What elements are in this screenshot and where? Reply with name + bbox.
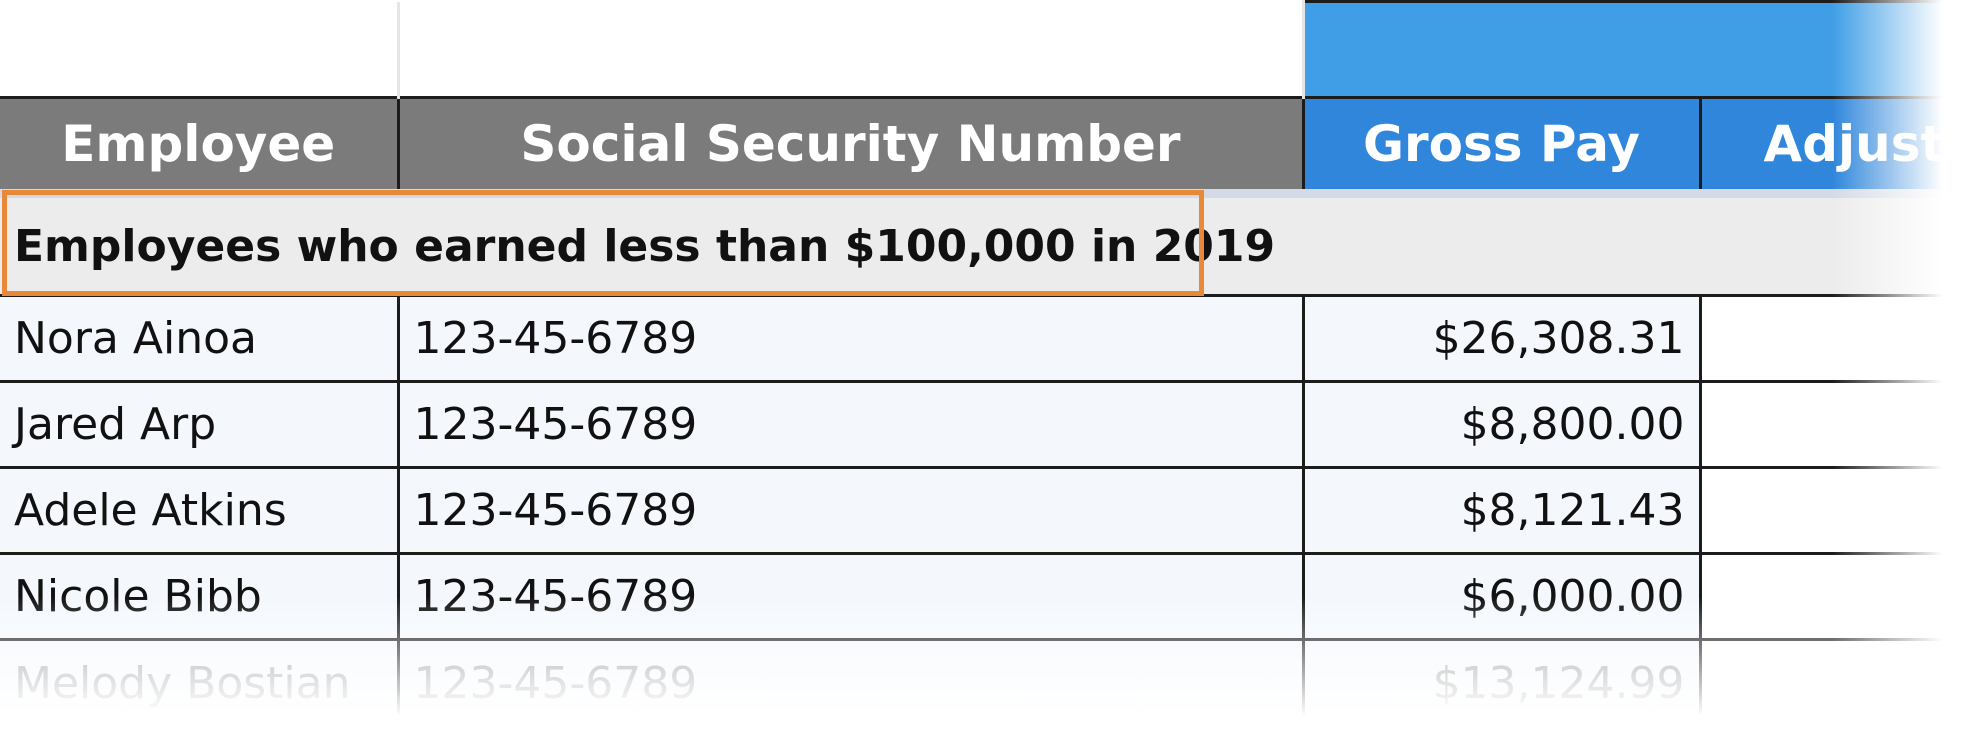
top-band-row bbox=[0, 0, 1962, 98]
employee-name-cell[interactable]: Adele Atkins bbox=[0, 467, 400, 555]
employee-name-cell[interactable]: Melody Bostian bbox=[0, 639, 400, 726]
adjusted-cell[interactable] bbox=[1700, 639, 1962, 726]
table-row: Jared Arp 123-45-6789 $8,800.00 bbox=[0, 381, 1962, 469]
ssn-cell[interactable]: 123-45-6789 bbox=[398, 295, 1305, 383]
adjusted-cell[interactable] bbox=[1700, 553, 1962, 641]
gross-pay-cell[interactable]: $26,308.31 bbox=[1303, 295, 1702, 383]
empty-cell[interactable] bbox=[398, 1, 1305, 98]
employee-name-cell[interactable]: Jared Arp bbox=[0, 381, 400, 469]
adjusted-cell[interactable] bbox=[1700, 467, 1962, 555]
employee-name-cell[interactable]: Nicole Bibb bbox=[0, 553, 400, 641]
ssn-cell[interactable]: 123-45-6789 bbox=[398, 381, 1305, 469]
header-gross-pay[interactable]: Gross Pay bbox=[1303, 96, 1702, 195]
payroll-table: Employee Social Security Number Gross Pa… bbox=[0, 0, 1962, 726]
gross-pay-cell[interactable]: $6,000.00 bbox=[1303, 553, 1702, 641]
header-adjusted[interactable]: Adjuste bbox=[1700, 96, 1962, 195]
table-row: Adele Atkins 123-45-6789 $8,121.43 bbox=[0, 467, 1962, 555]
section-row: Employees who earned less than $100,000 … bbox=[0, 189, 1962, 297]
blue-group-header-cell[interactable] bbox=[1700, 0, 1962, 98]
ssn-cell[interactable]: 123-45-6789 bbox=[398, 553, 1305, 641]
gross-pay-cell[interactable]: $8,121.43 bbox=[1303, 467, 1702, 555]
header-employee[interactable]: Employee bbox=[0, 96, 400, 195]
adjusted-cell[interactable] bbox=[1700, 295, 1962, 383]
header-ssn[interactable]: Social Security Number bbox=[398, 96, 1305, 195]
employee-name-cell[interactable]: Nora Ainoa bbox=[0, 295, 400, 383]
table-row: Melody Bostian 123-45-6789 $13,124.99 bbox=[0, 639, 1962, 726]
empty-cell[interactable] bbox=[0, 1, 400, 98]
gross-pay-cell[interactable]: $13,124.99 bbox=[1303, 639, 1702, 726]
header-row: Employee Social Security Number Gross Pa… bbox=[0, 96, 1962, 195]
table-row: Nicole Bibb 123-45-6789 $6,000.00 bbox=[0, 553, 1962, 641]
gross-pay-cell[interactable]: $8,800.00 bbox=[1303, 381, 1702, 469]
blue-group-header-cell[interactable] bbox=[1301, 0, 1700, 98]
adjusted-cell[interactable] bbox=[1700, 381, 1962, 469]
ssn-cell[interactable]: 123-45-6789 bbox=[398, 467, 1305, 555]
ssn-cell[interactable]: 123-45-6789 bbox=[398, 639, 1305, 726]
table-row: Nora Ainoa 123-45-6789 $26,308.31 bbox=[0, 295, 1962, 383]
section-label[interactable]: Employees who earned less than $100,000 … bbox=[0, 189, 1962, 297]
